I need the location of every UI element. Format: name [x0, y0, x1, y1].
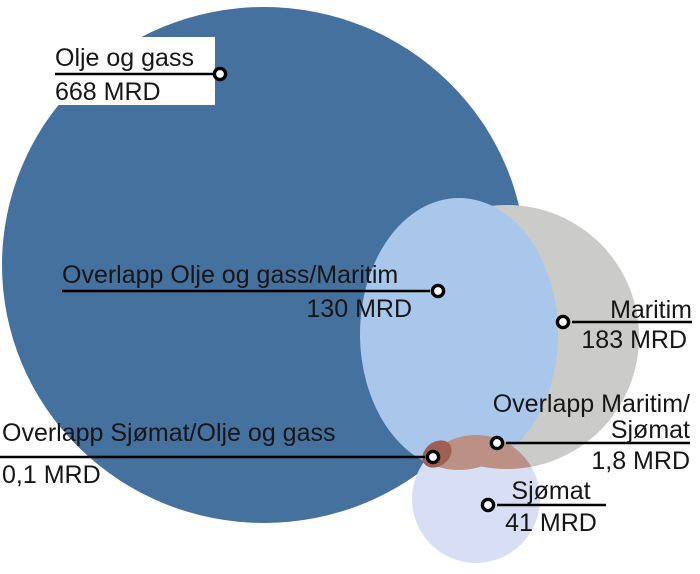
maritime-marker	[555, 314, 571, 330]
overlap-maritime-seafood-label: Overlapp Maritim/ Sjømat	[493, 391, 690, 443]
overlap-maritime-seafood-label-line2: Sjømat	[610, 416, 690, 444]
overlap-seafood-oil-marker	[425, 449, 441, 465]
seafood-marker	[480, 497, 496, 513]
overlap-oil-maritime-label: Overlapp Olje og gass/Maritim	[62, 261, 399, 289]
oil-label: Olje og gass	[55, 44, 194, 72]
overlap-maritime-seafood-marker	[489, 435, 505, 451]
maritime-label: Maritim	[610, 296, 692, 324]
oil-value: 668 MRD	[55, 78, 161, 106]
oil-marker	[212, 66, 228, 82]
overlap-maritime-seafood-value: 1,8 MRD	[591, 447, 690, 475]
overlap-oil-maritime-value: 130 MRD	[306, 295, 412, 323]
maritime-value: 183 MRD	[581, 326, 687, 354]
overlap-oil-maritime-region	[360, 198, 558, 470]
seafood-label: Sjømat	[511, 477, 591, 505]
oil-label-background	[0, 37, 215, 105]
overlap-oil-maritime-marker	[430, 283, 446, 299]
overlap-maritime-seafood-label-line1: Overlapp Maritim/	[492, 390, 690, 418]
overlap-seafood-oil-label: Overlapp Sjømat/Olje og gass	[2, 419, 336, 447]
seafood-value: 41 MRD	[505, 509, 597, 537]
overlap-seafood-oil-value: 0,1 MRD	[2, 461, 101, 489]
